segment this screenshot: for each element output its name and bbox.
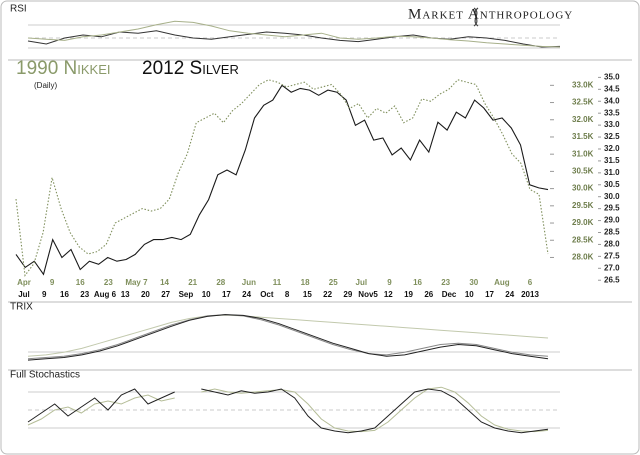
x-tick-label: 9 [50,278,55,287]
panel-label: TRIX [10,302,33,313]
x-tick-label: Sep [179,290,194,299]
x-tick-label: 23 [104,278,113,287]
x-tick-label: 12 [384,290,393,299]
x-tick-label: 20 [141,290,150,299]
x-tick-label: 26 [424,290,433,299]
logo: Market Anthropology [408,6,573,22]
x-tick-label: May 7 [125,278,148,287]
x-tick-label: 6 [528,278,533,287]
x-tick-label: 16 [413,278,422,287]
series-line [27,20,561,48]
x-tick-label: 29 [343,290,352,299]
legend-entry: 1990 Nikkei [16,58,111,79]
y2-tick-label: 32.0 [604,144,620,153]
series-line [15,84,549,276]
series-line [27,314,549,357]
y2-tick-label: 34.5 [604,84,620,93]
y-tick-label: 32.5K [572,98,594,107]
y2-tick-label: 30.0 [604,192,620,201]
x-tick-label: 9 [42,290,47,299]
x-tick-label: 11 [273,278,282,287]
x-tick-label: Aug 6 [94,290,117,299]
y-tick-label: 29.5K [572,201,594,210]
panel-label: RSI [10,4,27,15]
x-tick-label: Aug [494,278,510,287]
x-tick-label: 21 [188,278,197,287]
x-tick-label: 17 [222,290,231,299]
y2-tick-label: 35.0 [604,72,620,81]
y2-tick-label: 32.5 [604,132,620,141]
y-tick-label: 29.0K [572,218,594,227]
x-tick-label: Nov5 [358,290,378,299]
y2-tick-label: 27.5 [604,251,620,260]
x-tick-label: Jun [242,278,256,287]
x-tick-label: 10 [465,290,474,299]
y2-tick-label: 31.5 [604,156,620,165]
y2-tick-label: 29.0 [604,216,620,225]
helix [473,7,479,27]
x-tick-label: 18 [301,278,310,287]
x-tick-label: 8 [285,290,290,299]
x-tick-label: Jul [18,290,30,299]
y2-tick-label: 31.0 [604,168,620,177]
x-tick-label: 10 [202,290,211,299]
x-tick-label: Jul [356,278,368,287]
x-tick-label: 23 [441,278,450,287]
legend-entry: 2012 Silver [142,58,239,79]
x-tick-label: 24 [505,290,514,299]
series-line [27,388,549,434]
y-tick-label: 28.5K [572,235,594,244]
y-tick-label: 30.0K [572,184,594,193]
y2-tick-label: 29.5 [604,204,620,213]
x-tick-label: 23 [80,290,89,299]
y2-tick-label: 33.5 [604,108,620,117]
x-tick-label: 25 [329,278,338,287]
series-line [27,314,549,360]
x-tick-label: 19 [404,290,413,299]
y-tick-label: 31.5K [572,132,594,141]
x-tick-label: 16 [60,290,69,299]
series-line [27,314,549,361]
y-tick-label: 28.0K [572,253,594,262]
x-tick-label: 24 [242,290,251,299]
x-tick-label: 9 [387,278,392,287]
y2-tick-label: 28.0 [604,240,620,249]
y-tick-label: 33.0K [572,80,594,89]
x-tick-label: 17 [485,290,494,299]
y2-tick-label: 34.0 [604,96,620,105]
y2-tick-label: 27.0 [604,263,620,272]
x-tick-label: 28 [216,278,225,287]
x-tick-label: 15 [303,290,312,299]
x-tick-label: 30 [469,278,478,287]
x-tick-label: 27 [161,290,170,299]
x-tick-label: 2013 [521,290,539,299]
y-tick-label: 32.0K [572,115,594,124]
y-tick-label: 30.5K [572,167,594,176]
logo-icon [473,7,479,27]
y2-tick-label: 26.5 [604,275,620,284]
x-tick-label: Oct [260,290,274,299]
panel-dividers [8,59,632,371]
y2-tick-label: 30.5 [604,180,620,189]
x-tick-label: Dec [442,290,457,299]
series-line [27,386,549,433]
x-tick-label: 16 [76,278,85,287]
y2-tick-label: 33.0 [604,120,620,129]
y2-tick-label: 28.5 [604,228,620,237]
series-line [15,79,549,277]
x-tick-label: Apr [17,278,31,287]
x-tick-label: 14 [160,278,169,287]
x-tick-label: 22 [323,290,332,299]
subtitle: (Daily) [34,81,57,90]
y-tick-label: 31.0K [572,149,594,158]
x-tick-label: 13 [121,290,130,299]
panel-label: Full Stochastics [10,370,80,381]
